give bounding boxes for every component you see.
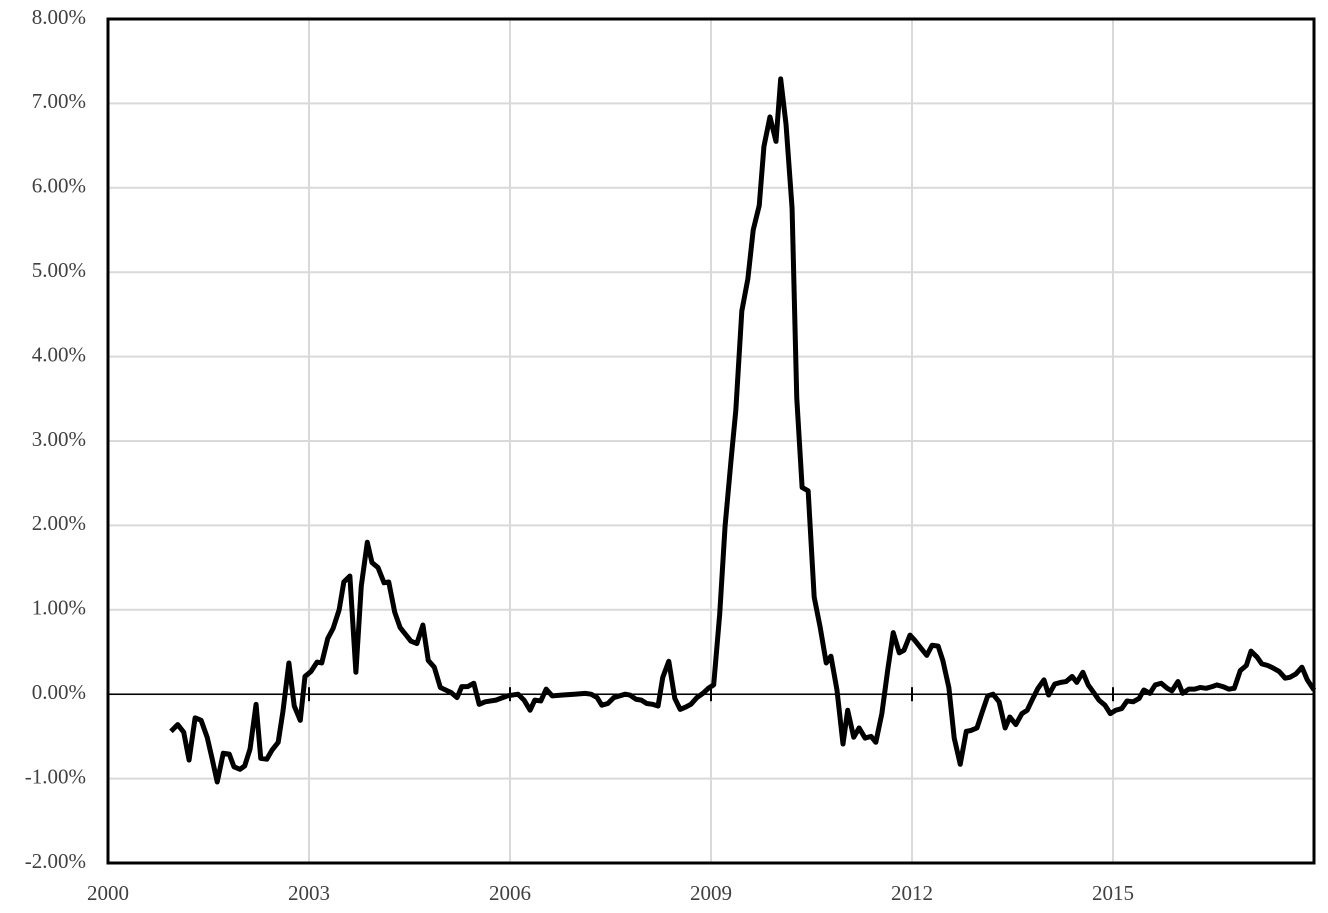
y-tick-label: 7.00% bbox=[32, 89, 86, 113]
x-tick-label: 2006 bbox=[489, 881, 531, 905]
x-tick-label: 2003 bbox=[288, 881, 330, 905]
y-tick-label: -2.00% bbox=[25, 849, 86, 873]
y-tick-label: 0.00% bbox=[32, 680, 86, 704]
y-tick-label: -1.00% bbox=[25, 764, 86, 788]
data-line bbox=[169, 76, 1317, 785]
x-tick-label: 2000 bbox=[87, 881, 129, 905]
y-tick-label: 1.00% bbox=[32, 596, 86, 620]
y-tick-label: 3.00% bbox=[32, 427, 86, 451]
y-tick-label: 2.00% bbox=[32, 511, 86, 535]
x-tick-label: 2015 bbox=[1092, 881, 1134, 905]
y-tick-label: 6.00% bbox=[32, 174, 86, 198]
y-tick-label: 8.00% bbox=[32, 5, 86, 29]
y-tick-label: 5.00% bbox=[32, 258, 86, 282]
x-tick-label: 2009 bbox=[690, 881, 732, 905]
x-tick-label: 2012 bbox=[891, 881, 933, 905]
plot-border bbox=[106, 17, 1316, 865]
y-tick-label: 4.00% bbox=[32, 342, 86, 366]
